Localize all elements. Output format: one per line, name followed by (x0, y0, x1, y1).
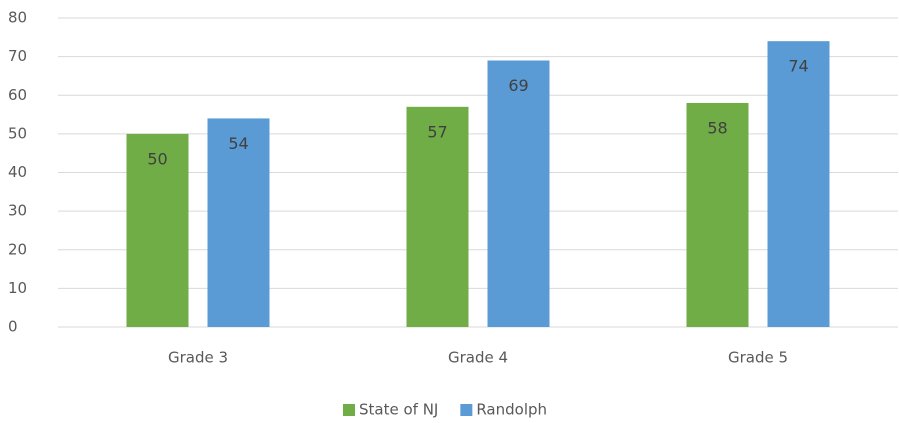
x-tick-label: Grade 3 (168, 349, 228, 367)
y-tick-label: 80 (8, 9, 27, 27)
y-tick-label: 70 (8, 47, 27, 65)
bar (487, 60, 550, 328)
data-label: 58 (707, 118, 727, 137)
x-tick-label: Grade 4 (448, 349, 508, 367)
y-tick-label: 20 (8, 240, 27, 258)
bar (686, 102, 749, 327)
y-tick-label: 0 (8, 318, 18, 336)
bar (126, 133, 189, 327)
bar (767, 41, 830, 328)
data-label: 69 (508, 76, 528, 95)
x-tick-label: Grade 5 (728, 349, 788, 367)
legend-swatch (460, 404, 473, 416)
data-label: 50 (147, 149, 167, 168)
y-tick-label: 10 (8, 279, 27, 297)
data-label: 54 (228, 134, 248, 153)
legend-label: Randolph (476, 401, 547, 419)
y-tick-label: 50 (8, 124, 27, 142)
bar (406, 106, 469, 328)
bar (207, 118, 270, 327)
y-tick-label: 40 (8, 163, 27, 181)
data-label: 74 (788, 57, 808, 76)
y-tick-label: 30 (8, 202, 27, 220)
y-tick-label: 60 (8, 86, 27, 104)
legend-label: State of NJ (359, 401, 438, 419)
legend-swatch (343, 404, 355, 416)
data-label: 57 (427, 122, 447, 141)
